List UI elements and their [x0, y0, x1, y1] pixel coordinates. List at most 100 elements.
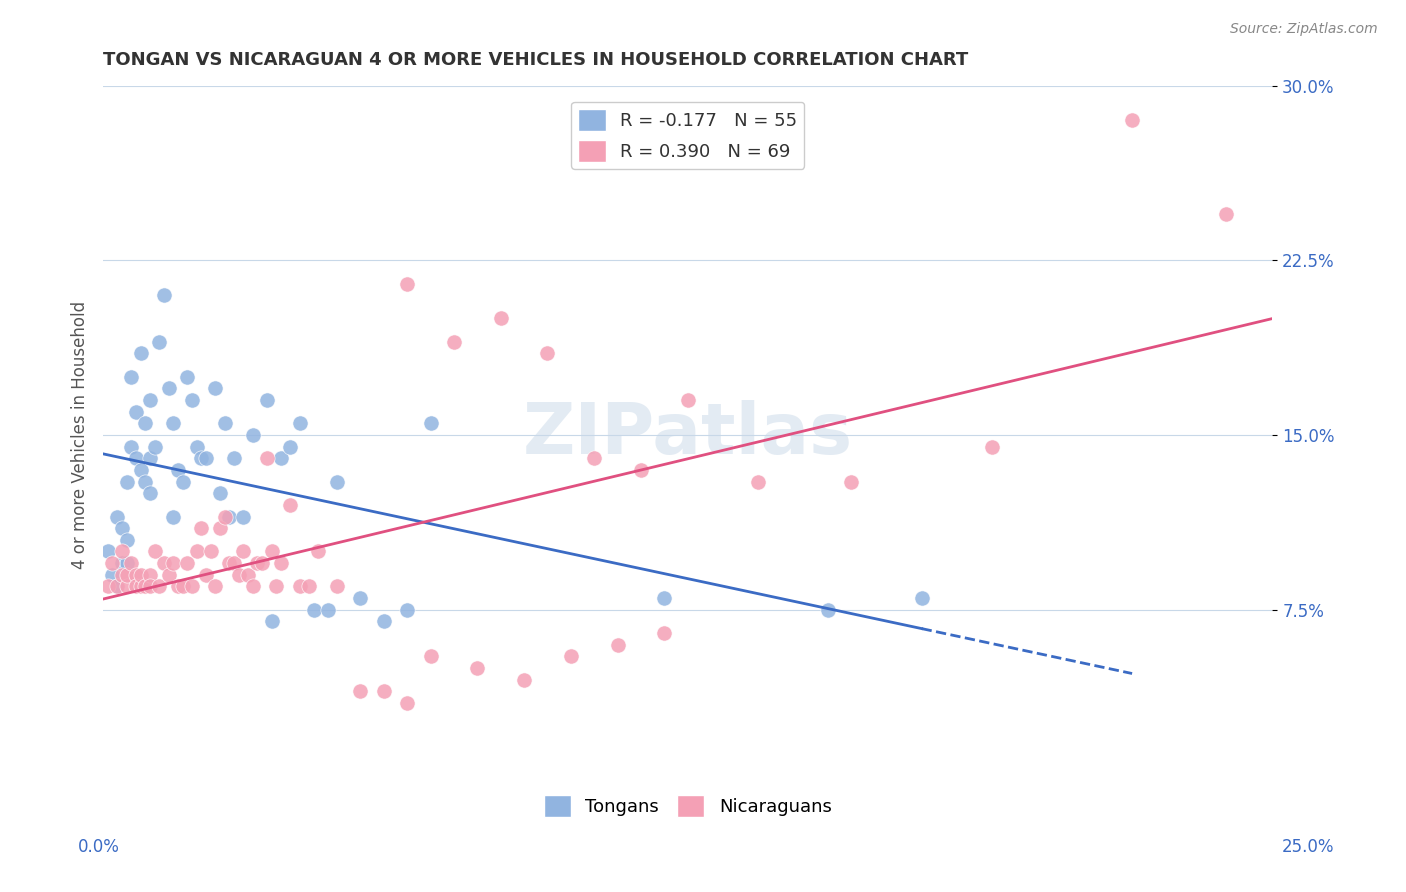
Point: [513, 673, 536, 687]
Point: [134, 475, 156, 489]
Point: [256, 392, 278, 407]
Point: [214, 509, 236, 524]
Point: [373, 615, 395, 629]
Point: [125, 451, 148, 466]
Point: [209, 521, 232, 535]
Point: [349, 591, 371, 605]
Point: [97, 544, 120, 558]
Point: [162, 417, 184, 431]
Point: [129, 579, 152, 593]
Point: [190, 451, 212, 466]
Point: [134, 579, 156, 593]
Point: [443, 334, 465, 349]
Point: [222, 451, 245, 466]
Point: [153, 288, 176, 302]
Point: [115, 579, 138, 593]
Point: [148, 334, 170, 349]
Point: [115, 533, 138, 547]
Point: [204, 381, 226, 395]
Point: [139, 579, 162, 593]
Point: [250, 556, 273, 570]
Point: [260, 615, 283, 629]
Point: [747, 475, 769, 489]
Point: [278, 498, 301, 512]
Point: [264, 579, 287, 593]
Point: [222, 556, 245, 570]
Point: [153, 556, 176, 570]
Point: [326, 579, 349, 593]
Point: [204, 579, 226, 593]
Point: [105, 509, 128, 524]
Point: [326, 475, 349, 489]
Point: [278, 440, 301, 454]
Point: [101, 567, 124, 582]
Point: [676, 392, 699, 407]
Point: [316, 603, 339, 617]
Point: [129, 346, 152, 360]
Point: [218, 556, 240, 570]
Point: [120, 440, 142, 454]
Point: [218, 509, 240, 524]
Point: [288, 579, 311, 593]
Point: [302, 603, 325, 617]
Point: [242, 428, 264, 442]
Point: [606, 638, 628, 652]
Point: [111, 521, 134, 535]
Point: [242, 579, 264, 593]
Point: [125, 405, 148, 419]
Point: [654, 591, 676, 605]
Point: [157, 567, 180, 582]
Point: [181, 392, 204, 407]
Point: [143, 544, 166, 558]
Point: [120, 556, 142, 570]
Point: [139, 567, 162, 582]
Point: [162, 509, 184, 524]
Point: [288, 417, 311, 431]
Point: [465, 661, 488, 675]
Point: [176, 369, 198, 384]
Point: [125, 567, 148, 582]
Point: [148, 579, 170, 593]
Point: [139, 392, 162, 407]
Point: [1215, 207, 1237, 221]
Point: [270, 556, 292, 570]
Point: [97, 579, 120, 593]
Point: [167, 463, 190, 477]
Point: [143, 440, 166, 454]
Point: [236, 567, 259, 582]
Point: [630, 463, 652, 477]
Point: [654, 626, 676, 640]
Text: ZIPatlas: ZIPatlas: [523, 401, 853, 469]
Point: [172, 579, 194, 593]
Point: [373, 684, 395, 698]
Text: 25.0%: 25.0%: [1281, 838, 1334, 856]
Point: [228, 567, 250, 582]
Point: [349, 684, 371, 698]
Point: [560, 649, 582, 664]
Point: [129, 463, 152, 477]
Point: [232, 544, 254, 558]
Point: [162, 556, 184, 570]
Point: [214, 417, 236, 431]
Point: [536, 346, 558, 360]
Point: [157, 381, 180, 395]
Point: [115, 567, 138, 582]
Point: [129, 567, 152, 582]
Point: [186, 440, 208, 454]
Point: [115, 556, 138, 570]
Point: [1121, 113, 1143, 128]
Point: [105, 579, 128, 593]
Point: [298, 579, 321, 593]
Text: TONGAN VS NICARAGUAN 4 OR MORE VEHICLES IN HOUSEHOLD CORRELATION CHART: TONGAN VS NICARAGUAN 4 OR MORE VEHICLES …: [103, 51, 969, 69]
Point: [190, 521, 212, 535]
Point: [111, 556, 134, 570]
Point: [172, 475, 194, 489]
Point: [396, 603, 419, 617]
Text: 0.0%: 0.0%: [77, 838, 120, 856]
Point: [841, 475, 863, 489]
Point: [111, 544, 134, 558]
Point: [419, 417, 441, 431]
Point: [396, 696, 419, 710]
Point: [489, 311, 512, 326]
Point: [910, 591, 932, 605]
